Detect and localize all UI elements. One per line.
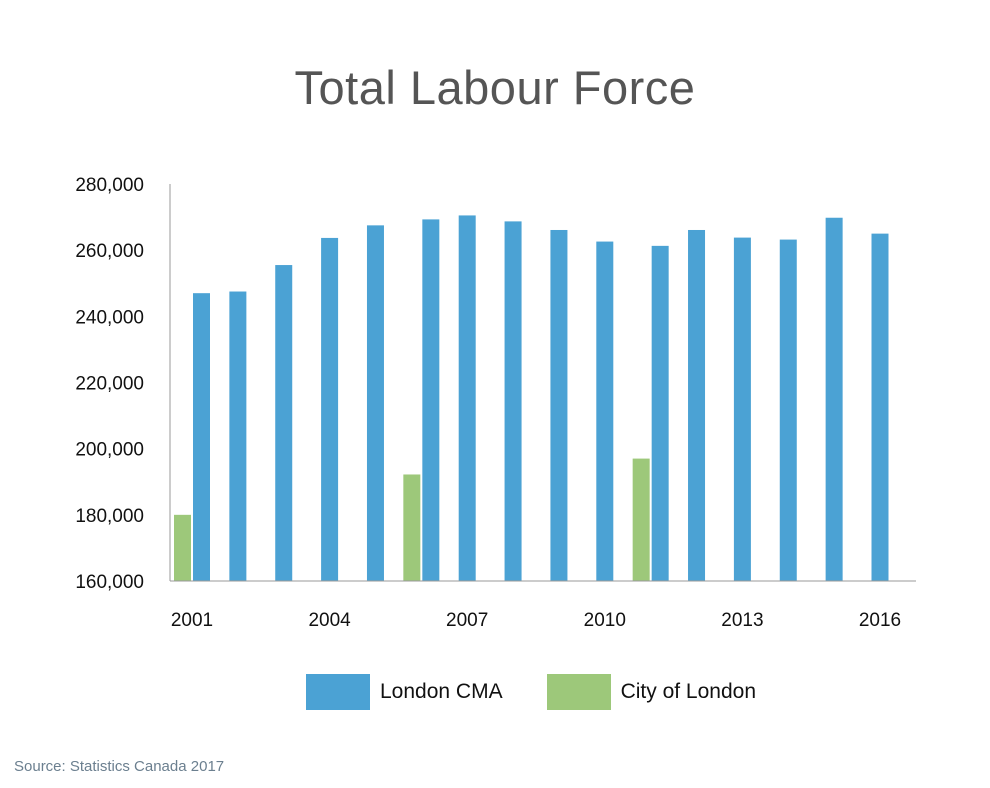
bar-london-cma-2011 <box>651 245 669 581</box>
y-tick-label: 220,000 <box>75 374 144 395</box>
bar-london-cma-2007 <box>458 215 476 581</box>
bar-city-of-london-2001 <box>174 514 191 581</box>
x-tick-label: 2010 <box>584 610 626 631</box>
source-note: Source: Statistics Canada 2017 <box>14 758 225 775</box>
bar-london-cma-2014 <box>779 239 797 581</box>
bar-city-of-london-2011 <box>632 458 650 581</box>
axes-group <box>169 184 916 582</box>
bar-london-cma-2002 <box>229 291 247 581</box>
y-tick-label: 160,000 <box>75 572 144 593</box>
bars-group <box>174 215 889 582</box>
y-tick-label: 200,000 <box>75 440 144 461</box>
legend-item-city-of-london: City of London <box>546 674 757 710</box>
legend: London CMA City of London <box>306 674 800 710</box>
bar-london-cma-2004 <box>321 237 339 581</box>
bar-london-cma-2016 <box>871 233 889 581</box>
bar-london-cma-2013 <box>733 237 751 581</box>
x-tick-label: 2007 <box>446 610 488 631</box>
x-tick-labels: 2001 2004 2007 2010 2013 2016 <box>171 610 901 631</box>
y-tick-label: 240,000 <box>75 307 144 328</box>
bar-london-cma-2015 <box>825 217 843 581</box>
bar-london-cma-2010 <box>596 241 614 581</box>
legend-label-london-cma: London CMA <box>380 680 503 703</box>
bar-london-cma-2008 <box>504 221 522 582</box>
legend-item-london-cma: London CMA <box>306 674 503 710</box>
x-tick-label: 2001 <box>171 610 213 631</box>
y-tick-label: 280,000 <box>75 175 144 196</box>
bar-city-of-london-2006 <box>403 474 421 581</box>
y-tick-label: 180,000 <box>75 506 144 527</box>
bar-london-cma-2009 <box>550 229 568 581</box>
legend-label-city-of-london: City of London <box>620 680 757 703</box>
x-tick-label: 2013 <box>721 610 763 631</box>
bar-london-cma-2005 <box>366 225 384 581</box>
bar-london-cma-2012 <box>688 229 706 581</box>
y-tick-labels: 160,000 180,000 200,000 220,000 240,000 260,0… <box>75 175 144 593</box>
bar-chart: 160,000 180,000 200,000 220,000 240,000 260,0… <box>75 175 916 631</box>
bar-london-cma-2006 <box>422 219 440 581</box>
bar-london-cma-2001 <box>193 293 210 581</box>
bar-london-cma-2003 <box>275 265 293 581</box>
legend-swatch-city-of-london <box>546 674 611 710</box>
x-tick-label: 2004 <box>308 610 351 631</box>
y-tick-label: 260,000 <box>75 241 144 262</box>
chart-title: Total Labour Force <box>294 61 696 114</box>
legend-swatch-london-cma <box>306 674 370 710</box>
x-tick-label: 2016 <box>859 610 901 631</box>
